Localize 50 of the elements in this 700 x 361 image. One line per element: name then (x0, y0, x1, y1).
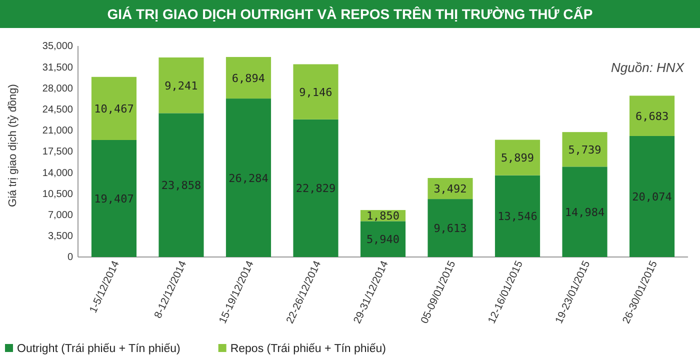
data-label: 5,739 (568, 143, 602, 156)
data-label: 6,683 (635, 110, 669, 123)
bar (629, 96, 675, 136)
bar (562, 132, 608, 167)
y-tick-label: 3,500 (48, 231, 74, 242)
bar (226, 98, 272, 257)
y-tick-label: 7,000 (48, 210, 74, 221)
y-tick-label: 0 (67, 252, 74, 264)
bar (428, 199, 473, 257)
data-label: 9,613 (434, 222, 467, 236)
bar (158, 57, 204, 114)
data-label: 10,467 (94, 102, 134, 116)
y-tick-label: 31,500 (42, 62, 74, 74)
y-tick-label: 14,000 (42, 168, 74, 179)
y-tick-label: 10,500 (42, 188, 74, 200)
bar (293, 119, 338, 257)
chart-title: GIÁ TRỊ GIAO DỊCH OUTRIGHT VÀ REPOS TRÊN THỊ TRƯỜNG THỨ CẤP (107, 6, 593, 22)
data-label: 13,546 (498, 210, 538, 224)
data-label: 22,829 (296, 182, 336, 196)
y-tick-label: 17,500 (42, 146, 74, 158)
bar (158, 113, 204, 257)
data-label: 9,241 (164, 79, 198, 92)
y-tick-label: 28,000 (42, 83, 74, 94)
annotation: Nguồn: HNX (611, 60, 686, 75)
legend-label: Repos (Trái phiếu + Tín phiếu) (230, 343, 386, 355)
data-label: 5,940 (366, 233, 400, 246)
y-axis-title: Giá trị giao dịch (tỷ đồng) (7, 84, 19, 207)
data-label: 6,894 (232, 72, 266, 85)
y-tick-label: 24,500 (42, 104, 74, 116)
data-label: 1,850 (366, 210, 400, 223)
bar (360, 221, 406, 257)
data-label: 19,407 (94, 192, 134, 206)
y-tick-label: 35,000 (42, 41, 74, 52)
data-label: 14,984 (564, 206, 605, 219)
bar (226, 56, 272, 99)
bar (293, 64, 338, 120)
data-label: 26,284 (228, 172, 269, 185)
bar (494, 175, 540, 257)
bar (562, 166, 608, 257)
data-label: 3,492 (434, 182, 467, 196)
legend-label: Outright (Trái phiếu + Tín phiếu) (17, 343, 180, 355)
bar (91, 76, 137, 140)
data-label: 9,146 (299, 86, 332, 99)
bar (91, 140, 137, 257)
y-tick-label: 21,000 (42, 126, 74, 137)
data-label: 20,074 (632, 190, 672, 204)
bar (494, 140, 540, 176)
bar (629, 136, 675, 257)
data-label: 23,858 (161, 179, 202, 192)
data-label: 5,899 (500, 152, 534, 165)
